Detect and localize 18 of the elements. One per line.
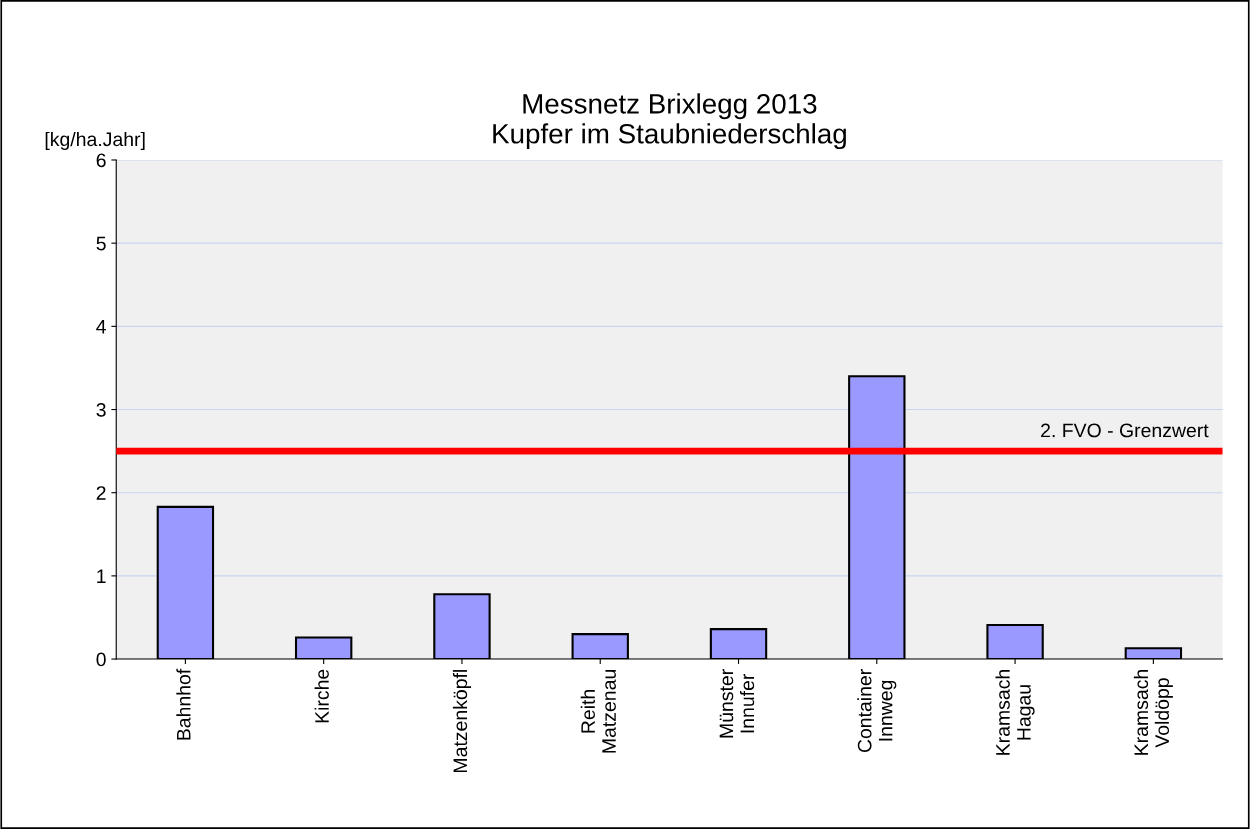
- x-tick-label: Container Innweg: [857, 669, 897, 753]
- y-tick-label: 6: [96, 153, 106, 168]
- y-tick-label: 5: [96, 236, 106, 251]
- ref-line-label: 2. FVO - Grenzwert: [1041, 423, 1209, 438]
- x-tick-label: Kramsach Voldöpp: [1133, 670, 1173, 755]
- x-tick-label: Münster Innufer: [719, 669, 755, 738]
- y-tick-label: 4: [96, 320, 106, 334]
- x-tick-label: Reith Matzenau: [580, 670, 616, 753]
- y-tick-label: 0: [96, 652, 106, 667]
- y-tick-label: 3: [96, 402, 106, 417]
- x-tick-label: Matzenköpfl: [452, 670, 472, 773]
- chart-title: Messnetz Brixlegg 2013 Kupfer im Staubniederschlag: [493, 93, 846, 150]
- x-tick-label: Bahnhof: [176, 668, 191, 740]
- y-tick-label: 1: [97, 569, 106, 583]
- x-tick-label: Kramsach Hagau: [995, 670, 1035, 755]
- y-axis-title: [kg/ha.Jahr]: [45, 131, 145, 151]
- y-tick-label: 2: [96, 486, 106, 500]
- x-tick-label: Kirche: [314, 669, 329, 723]
